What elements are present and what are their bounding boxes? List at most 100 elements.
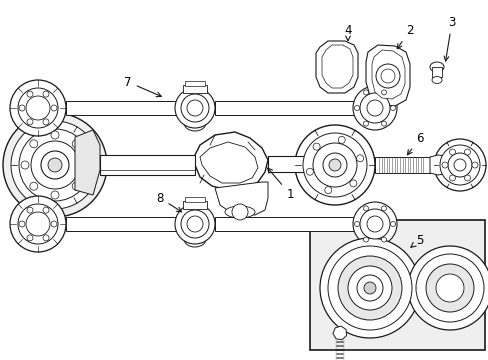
Circle shape <box>337 256 401 320</box>
Circle shape <box>390 105 395 111</box>
Circle shape <box>175 88 215 128</box>
Text: 4: 4 <box>344 23 351 41</box>
Bar <box>66 217 176 231</box>
Circle shape <box>352 202 396 246</box>
Circle shape <box>18 88 58 128</box>
Circle shape <box>43 119 49 125</box>
Circle shape <box>51 105 57 111</box>
Circle shape <box>328 159 340 171</box>
Circle shape <box>381 121 386 126</box>
Circle shape <box>380 69 394 83</box>
Circle shape <box>19 105 25 111</box>
Polygon shape <box>371 50 404 99</box>
Bar <box>184 81 204 86</box>
Circle shape <box>381 237 386 242</box>
Circle shape <box>31 141 79 189</box>
Circle shape <box>181 210 208 238</box>
Circle shape <box>338 136 345 143</box>
Circle shape <box>181 94 208 122</box>
Circle shape <box>186 216 203 232</box>
Circle shape <box>363 90 368 95</box>
Circle shape <box>356 155 363 162</box>
Bar <box>183 201 206 209</box>
Bar <box>183 85 206 93</box>
Circle shape <box>425 264 473 312</box>
Circle shape <box>27 207 33 213</box>
Ellipse shape <box>431 77 441 84</box>
Text: 7: 7 <box>124 76 161 97</box>
Circle shape <box>26 212 50 236</box>
Circle shape <box>448 175 454 181</box>
Circle shape <box>433 139 485 191</box>
Circle shape <box>363 282 375 294</box>
Circle shape <box>51 221 57 227</box>
Circle shape <box>390 221 395 226</box>
Polygon shape <box>215 182 267 215</box>
Ellipse shape <box>224 206 254 218</box>
Circle shape <box>18 204 58 244</box>
Bar <box>184 197 204 202</box>
Circle shape <box>464 149 469 155</box>
Circle shape <box>407 246 488 330</box>
Circle shape <box>354 105 359 111</box>
Circle shape <box>439 145 479 185</box>
Circle shape <box>186 100 203 116</box>
Circle shape <box>19 221 25 227</box>
Ellipse shape <box>183 201 205 217</box>
Circle shape <box>303 133 366 197</box>
Circle shape <box>323 153 346 177</box>
Circle shape <box>447 153 471 177</box>
Text: 1: 1 <box>267 168 293 201</box>
Circle shape <box>319 238 419 338</box>
Circle shape <box>43 235 49 241</box>
Bar <box>431 67 441 77</box>
Polygon shape <box>365 45 409 106</box>
Circle shape <box>312 143 356 187</box>
Text: 6: 6 <box>407 131 423 155</box>
Circle shape <box>43 207 49 213</box>
Circle shape <box>363 237 368 242</box>
Circle shape <box>231 204 247 220</box>
Circle shape <box>359 209 389 239</box>
Polygon shape <box>429 155 443 175</box>
Circle shape <box>375 64 399 88</box>
Circle shape <box>27 235 33 241</box>
Circle shape <box>448 149 454 155</box>
Bar <box>66 101 176 115</box>
Circle shape <box>21 161 29 169</box>
Circle shape <box>312 143 320 150</box>
Polygon shape <box>315 41 357 93</box>
Circle shape <box>48 158 62 172</box>
Circle shape <box>306 168 313 175</box>
Circle shape <box>3 113 107 217</box>
Text: 2: 2 <box>396 23 413 49</box>
Polygon shape <box>200 142 258 183</box>
Circle shape <box>381 206 386 211</box>
Bar <box>100 155 195 175</box>
Circle shape <box>81 161 89 169</box>
Circle shape <box>30 182 38 190</box>
Circle shape <box>43 91 49 97</box>
Circle shape <box>366 216 382 232</box>
Circle shape <box>356 275 382 301</box>
Circle shape <box>352 86 396 130</box>
Circle shape <box>354 221 359 226</box>
Polygon shape <box>321 45 352 88</box>
Ellipse shape <box>183 85 205 101</box>
Circle shape <box>51 131 59 139</box>
Text: 5: 5 <box>410 234 423 247</box>
Circle shape <box>471 162 477 168</box>
Circle shape <box>441 162 447 168</box>
Circle shape <box>453 159 465 171</box>
Circle shape <box>26 96 50 120</box>
Ellipse shape <box>183 115 205 131</box>
Circle shape <box>11 121 99 209</box>
Ellipse shape <box>429 62 443 72</box>
Circle shape <box>175 204 215 244</box>
Circle shape <box>435 274 463 302</box>
Circle shape <box>51 191 59 199</box>
Circle shape <box>327 246 411 330</box>
Circle shape <box>27 119 33 125</box>
Circle shape <box>41 151 69 179</box>
Circle shape <box>349 180 356 187</box>
